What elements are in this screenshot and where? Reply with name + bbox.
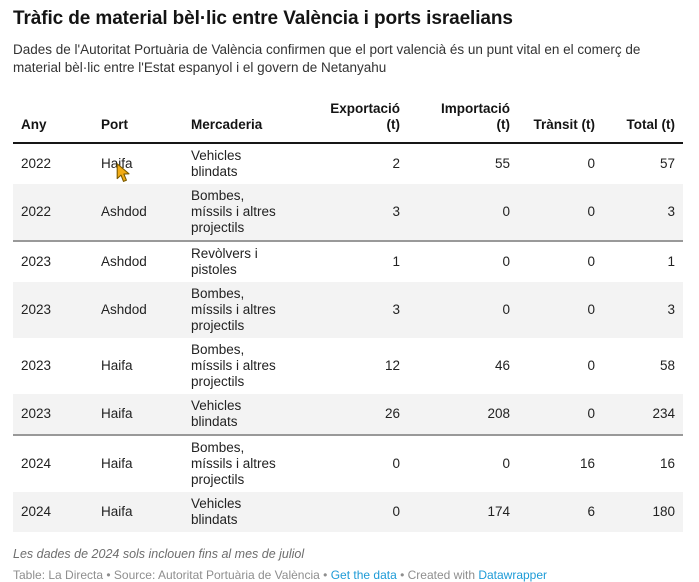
column-header-imp: Importació (t) — [408, 98, 518, 145]
cell-imp: 0 — [408, 434, 518, 493]
table-row: 2024 Haifa Bombes, míssils i altres projec… — [13, 434, 683, 493]
cell-tra: 0 — [518, 240, 603, 283]
cell-any: 2023 — [13, 394, 93, 436]
cell-tot: 234 — [603, 394, 683, 436]
cell-merc: Bombes, míssils i altres projectils — [191, 342, 276, 390]
cell-any: 2024 — [13, 434, 93, 493]
cell-tot: 16 — [603, 434, 683, 493]
column-header-tra: Trànsit (t) — [518, 98, 603, 145]
cell-any: 2023 — [21, 358, 52, 374]
table-row: 2023 Haifa Vehicles blindats 26 208 0 234 — [13, 394, 683, 436]
cell-tra: 0 — [518, 394, 603, 436]
column-header-exp: Exportació (t) — [308, 98, 408, 145]
cell-imp: 208 — [408, 394, 518, 436]
data-table: Any Port Mercaderia Exportació (t) Importaci… — [13, 98, 683, 533]
cell-tra: 6 — [518, 492, 603, 533]
datawrapper-link[interactable]: Datawrapper — [478, 568, 548, 582]
cell-imp: 174 — [408, 492, 518, 533]
column-header-merc: Mercaderia — [183, 98, 308, 145]
attribution-created-with: Created with — [407, 568, 479, 582]
cell-tra: 16 — [518, 434, 603, 493]
page-title: Tràfic de material bèl·lic entre Valènci… — [13, 8, 513, 29]
cell-port: Ashdod — [93, 240, 183, 283]
separator-dot: • — [103, 568, 114, 582]
cell-imp: 46 — [494, 358, 510, 374]
table-body: 2022 Haifa Vehicles blindats 2 55 0 57 2022 Ashd… — [13, 143, 683, 533]
cell-exp: 3 — [308, 184, 408, 242]
cell-port: Haifa — [93, 492, 183, 533]
cell-imp: 0 — [408, 240, 518, 283]
cell-merc: Bombes, míssils i altres projectils — [183, 434, 308, 493]
table-row: 2023 Ashdod Bombes, míssils i altres proje… — [13, 282, 683, 339]
table-note: Les dades de 2024 sols inclouen fins al … — [13, 547, 305, 562]
cell-merc: Vehicles blindats — [183, 394, 308, 436]
cell-tot: 57 — [659, 156, 675, 172]
cell-exp: 1 — [308, 240, 408, 283]
cell-port: Haifa — [101, 156, 133, 172]
column-header-any: Any — [13, 98, 93, 145]
cell-merc: Revòlvers i pistoles — [183, 240, 308, 283]
cell-exp: 12 — [384, 358, 400, 374]
cell-merc: Bombes, míssils i altres projectils — [183, 282, 308, 339]
cell-any: 2023 — [13, 240, 93, 283]
table-row: 2022 Ashdod Bombes, míssils i altres proje… — [13, 184, 683, 242]
cell-tra: 0 — [518, 184, 603, 242]
cell-tra: 0 — [587, 156, 595, 172]
cell-port: Ashdod — [93, 184, 183, 242]
separator-dot: • — [396, 568, 408, 582]
cell-any: 2023 — [13, 282, 93, 339]
cell-tot: 1 — [603, 240, 683, 283]
attribution-table: Table: La Directa — [13, 568, 104, 582]
cell-exp: 26 — [308, 394, 408, 436]
cell-any: 2022 — [13, 184, 93, 242]
cell-any: 2022 — [21, 156, 52, 172]
attribution: Table: La Directa • Source: Autoritat Po… — [13, 568, 683, 582]
cell-tot: 58 — [659, 358, 675, 374]
cell-imp: 55 — [494, 156, 510, 172]
cell-any: 2024 — [13, 492, 93, 533]
cell-merc: Vehicles blindats — [191, 148, 242, 180]
cell-tot: 3 — [603, 282, 683, 339]
table-row: 2023 Ashdod Revòlvers i pistoles 1 0 0 1 — [13, 240, 683, 283]
table-row: 2022 Haifa Vehicles blindats 2 55 0 57 — [13, 143, 683, 184]
table-head: Any Port Mercaderia Exportació (t) Importaci… — [13, 98, 683, 145]
cell-tot: 3 — [603, 184, 683, 242]
attribution-source: Source: Autoritat Portuària de València — [113, 568, 320, 582]
cell-exp: 0 — [308, 434, 408, 493]
separator-dot: • — [319, 568, 331, 582]
cell-tot: 180 — [603, 492, 683, 533]
cell-tra: 0 — [587, 358, 595, 374]
column-header-port: Port — [93, 98, 183, 145]
table-header-row: Any Port Mercaderia Exportació (t) Importaci… — [13, 98, 683, 145]
cell-port: Ashdod — [93, 282, 183, 339]
get-the-data-link[interactable]: Get the data — [330, 568, 397, 582]
table-row: 2023 Haifa Bombes, míssils i altres projec… — [13, 338, 683, 394]
cell-merc: Vehicles blindats — [183, 492, 308, 533]
cell-exp: 0 — [308, 492, 408, 533]
cell-tra: 0 — [518, 282, 603, 339]
cell-exp: 2 — [392, 156, 400, 172]
cell-imp: 0 — [408, 184, 518, 242]
cell-imp: 0 — [408, 282, 518, 339]
cell-exp: 3 — [308, 282, 408, 339]
table-row: 2024 Haifa Vehicles blindats 0 174 6 180 — [13, 492, 683, 533]
column-header-tot: Total (t) — [603, 98, 683, 145]
cell-port: Haifa — [93, 394, 183, 436]
cell-port: Haifa — [101, 358, 133, 374]
page-subtitle: Dades de l'Autoritat Portuària de Valènc… — [13, 42, 641, 76]
cell-port: Haifa — [93, 434, 183, 493]
cell-merc: Bombes, míssils i altres projectils — [183, 184, 308, 242]
